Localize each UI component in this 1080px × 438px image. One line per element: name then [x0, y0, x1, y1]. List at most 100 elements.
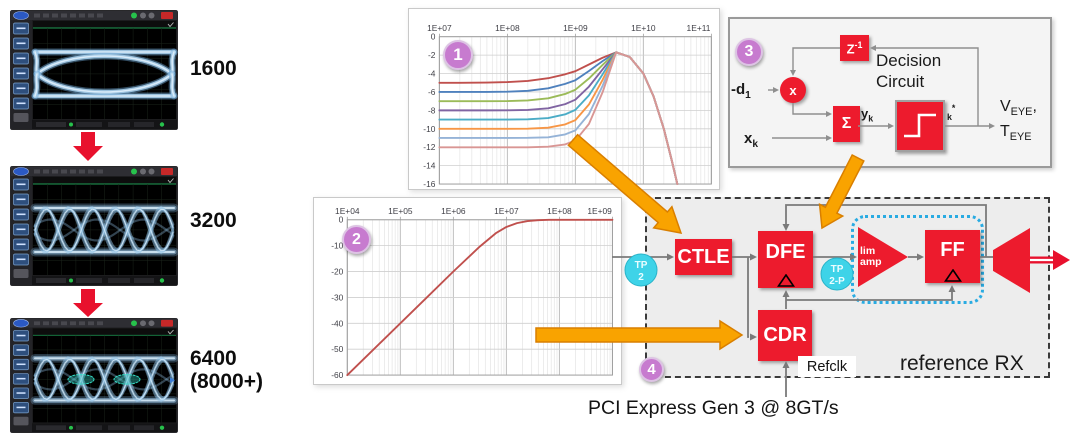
- summer-block: Σ: [833, 106, 860, 142]
- reference-rx-title: reference RX: [900, 352, 1024, 375]
- limamp-label: lim amp: [860, 245, 882, 268]
- scope-run-indicator: [131, 168, 137, 175]
- gridlines: [346, 219, 613, 376]
- ff-block: FF: [925, 230, 980, 283]
- slicer-output-label: k*: [947, 103, 956, 122]
- x-tick-label: 1E+09: [563, 23, 588, 33]
- y-tick-label: -8: [428, 105, 436, 115]
- badge-1: 1: [443, 40, 473, 70]
- scope-window: [10, 166, 178, 286]
- rate-label-6400: 6400 (8000+): [190, 347, 263, 393]
- y-tick-label: -20: [331, 267, 343, 277]
- cdr-block: CDR: [758, 310, 812, 361]
- eye-output-labels: VEYE, TEYE: [1000, 97, 1037, 147]
- ff-label: FF: [940, 239, 965, 261]
- tp2-label-line2: 2: [638, 272, 644, 283]
- y-tick-label: -14: [423, 161, 435, 171]
- scope-logo-icon: [13, 167, 29, 176]
- rate-label-line: 1600: [190, 57, 237, 80]
- ctle-chart-panel: 1E+07 1E+08 1E+09 1E+10 1E+11 0 -2 -4 -6 -8 -10 -12…: [408, 8, 720, 190]
- x-tick-label: 1E+06: [441, 206, 466, 216]
- scope-close-icon: [161, 12, 173, 19]
- veye-label: VEYE,: [1000, 98, 1037, 119]
- scope-run-indicator: [131, 12, 137, 19]
- x-tick-label: 1E+08: [547, 206, 572, 216]
- scope-close-icon: [161, 168, 173, 175]
- scope-run-indicator: [131, 320, 137, 327]
- scope-window: [10, 318, 178, 433]
- rate-label-line: 6400: [190, 347, 237, 370]
- reference-rx-boundary: [645, 197, 1050, 378]
- z-inverse-block: Z-1: [840, 35, 869, 61]
- dfe-block: DFE: [758, 231, 813, 288]
- eye-diagram-trace: [31, 48, 178, 100]
- x-tick-label: 1E+08: [495, 23, 520, 33]
- scope-graticule: [33, 335, 176, 423]
- scope-graticule: [33, 184, 176, 275]
- scope-measurement-marker: [67, 374, 95, 385]
- badge-4: 4: [639, 357, 664, 382]
- badge-3: 3: [735, 38, 763, 66]
- series-highpass_response: [346, 218, 614, 377]
- y-tick-label: -60: [331, 370, 343, 380]
- y-tick-label: -40: [331, 318, 343, 328]
- y-tick-label: -2: [428, 50, 436, 60]
- x-tick-label: 1E+05: [388, 206, 413, 216]
- x-tick-label: 1E+07: [427, 23, 452, 33]
- decision-title-line: Circuit: [876, 72, 925, 91]
- red-down-arrow-icon: [73, 289, 103, 317]
- eye-diagram-trace: [30, 353, 178, 405]
- rate-label-3200: 3200: [190, 209, 237, 232]
- series-dc_gain_-12dB: [438, 51, 679, 185]
- x-tick-label: 1E+09: [587, 206, 612, 216]
- y-tick-label: -10: [331, 241, 343, 251]
- scope-logo-icon: [13, 11, 29, 20]
- decision-title-line: Decision: [876, 51, 942, 70]
- y-tick-label: 0: [431, 32, 436, 42]
- xk-input-label: xk: [744, 130, 759, 150]
- scope-screenshot-6400: [10, 318, 178, 433]
- x-tick-label: 1E+04: [335, 206, 360, 216]
- y-tick-label: -50: [331, 344, 343, 354]
- z-inverse-label: Z-1: [846, 39, 863, 57]
- eye-diagram-trace: [30, 203, 178, 257]
- slide-caption: PCI Express Gen 3 @ 8GT/s: [588, 397, 839, 419]
- multiplier-node: x: [780, 77, 806, 103]
- rate-label-line: (8000+): [190, 370, 263, 393]
- red-down-arrow-icon: [73, 132, 103, 161]
- y-tick-label: -16: [423, 179, 435, 189]
- y-tick-label: -30: [331, 292, 343, 302]
- scope-logo-icon: [13, 319, 29, 328]
- ctle-block: CTLE: [675, 239, 732, 275]
- scope-window: [10, 10, 178, 130]
- dfe-label: DFE: [765, 241, 806, 263]
- refclk-label: Refclk: [798, 356, 856, 377]
- scope-screenshot-3200: [10, 166, 178, 286]
- rate-label-1600: 1600: [190, 57, 237, 80]
- scope-graticule: [33, 28, 176, 119]
- axis-labels: 1E+07 1E+08 1E+09 1E+10 1E+11 0 -2 -4 -6 -8 -10 -12…: [423, 23, 712, 189]
- slicer-step-icon: [904, 113, 936, 138]
- scope-screenshot-1600: [10, 10, 178, 130]
- series-lines: [346, 218, 614, 377]
- y-tick-label: -12: [423, 142, 435, 152]
- slicer-block: [895, 100, 945, 152]
- multiplier-label: x: [789, 82, 797, 98]
- scope-close-icon: [161, 319, 173, 327]
- y-tick-label: -4: [428, 69, 436, 79]
- series-lines: [438, 51, 679, 185]
- axis-labels: 1E+04 1E+05 1E+06 1E+07 1E+08 1E+09 0 -10 -20 -30…: [331, 206, 613, 380]
- summer-label: Σ: [841, 115, 852, 132]
- x-tick-label: 1E+07: [494, 206, 519, 216]
- plot-border: [346, 219, 613, 376]
- ctle-chart: 1E+07 1E+08 1E+09 1E+10 1E+11 0 -2 -4 -6 -8 -10 -12…: [423, 23, 712, 189]
- cdr-label: CDR: [763, 324, 807, 346]
- x-tick-label: 1E+10: [631, 23, 656, 33]
- x-tick-label: 1E+11: [687, 23, 711, 33]
- clock-triangle-icon: [776, 274, 795, 287]
- y-tick-label: -10: [423, 124, 435, 134]
- decision-circuit-title: Decision Circuit: [876, 50, 941, 92]
- y-tick-label: 0: [339, 215, 344, 225]
- rate-label-line: 3200: [190, 209, 237, 232]
